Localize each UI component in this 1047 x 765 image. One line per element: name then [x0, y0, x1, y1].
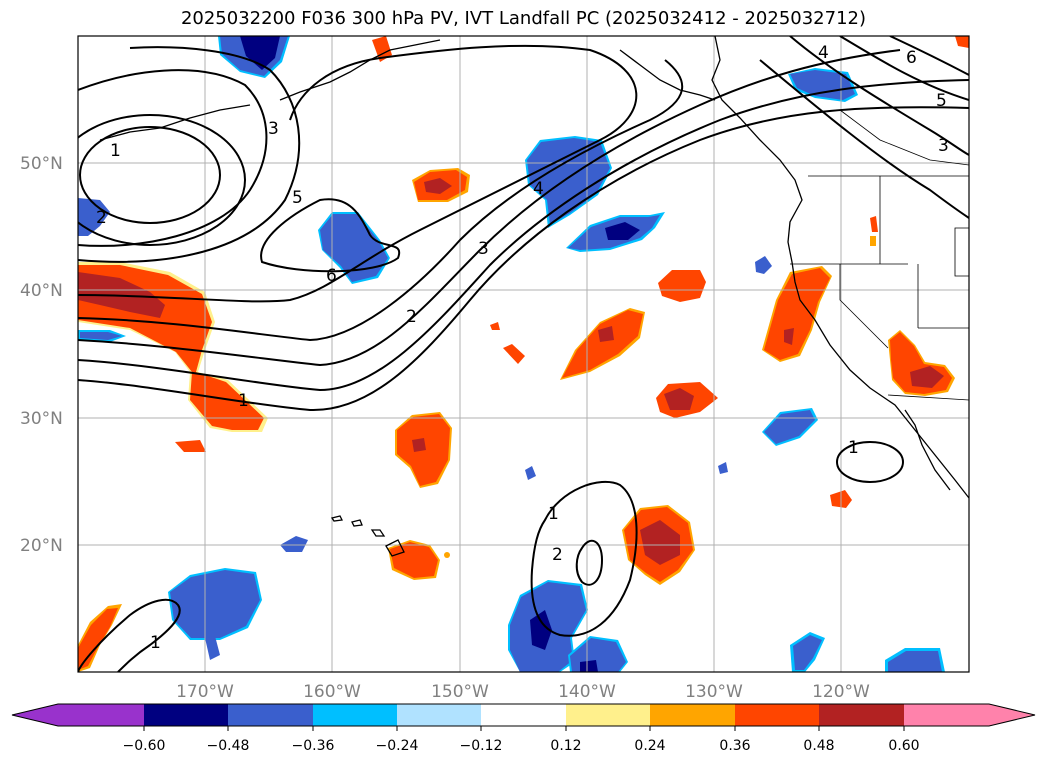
colorbar-segment [904, 704, 989, 726]
contour-label: 2 [552, 545, 563, 565]
colorbar-tick-label: −0.24 [376, 738, 419, 754]
contour-label: 2 [96, 208, 107, 228]
contour-label: 5 [936, 91, 947, 111]
contour-label: 6 [906, 48, 917, 68]
map-frame [77, 35, 970, 673]
contour-label: 1 [238, 391, 249, 411]
colorbar-tick-label: −0.60 [123, 738, 166, 754]
map-gridlines [78, 36, 969, 672]
negative-anomaly-shading [78, 36, 945, 672]
positive-anomaly-shading [78, 36, 969, 672]
contour-lines [78, 36, 969, 672]
contour-label: 5 [292, 188, 303, 208]
lon-label: 130°W [685, 682, 743, 702]
lat-label: 20°N [20, 536, 63, 556]
lon-label: 170°W [176, 682, 234, 702]
colorbar-segment [566, 704, 650, 726]
contour-label: 3 [268, 119, 279, 139]
colorbar-over-extend [989, 704, 1035, 726]
contour-labels: 1 2 3 5 6 4 3 2 1 4 6 5 3 1 2 1 1 [96, 43, 949, 653]
longitude-axis-labels: 170°W 160°W 150°W 140°W 130°W 120°W [176, 682, 870, 702]
contour-label: 1 [548, 504, 559, 524]
colorbar-tick-label: −0.36 [292, 738, 335, 754]
contour-label: 3 [938, 136, 949, 156]
colorbar-under-extend [12, 704, 58, 726]
contour-label: 4 [818, 43, 829, 63]
contour-label: 4 [533, 179, 544, 199]
coastlines [99, 36, 969, 557]
map-title: 2025032200 F036 300 hPa PV, IVT Landfall… [180, 8, 867, 29]
colorbar-segment [481, 704, 566, 726]
colorbar-segment [313, 704, 397, 726]
political-borders [790, 109, 969, 401]
lat-label: 50°N [20, 154, 63, 174]
colorbar-tick-label: 0.12 [550, 738, 581, 754]
lon-label: 150°W [431, 682, 489, 702]
colorbar-tick-label: 0.36 [719, 738, 750, 754]
lon-label: 120°W [812, 682, 870, 702]
colorbar-tick-label: 0.48 [803, 738, 834, 754]
lat-label: 40°N [20, 281, 63, 301]
contour-label: 6 [326, 266, 337, 286]
lon-label: 160°W [303, 682, 361, 702]
lat-label: 30°N [20, 409, 63, 429]
colorbar-segment [397, 704, 481, 726]
contour-label: 1 [150, 633, 161, 653]
colorbar: −0.60 −0.48 −0.36 −0.24 −0.12 0.12 0.24 … [11, 703, 1036, 754]
colorbar-outline [11, 703, 1036, 727]
contour-label: 1 [848, 438, 859, 458]
contour-label: 3 [478, 239, 489, 259]
colorbar-tick-label: −0.48 [207, 738, 250, 754]
contour-label: 1 [110, 141, 121, 161]
colorbar-segment [735, 704, 819, 726]
colorbar-tick-label: −0.12 [460, 738, 503, 754]
colorbar-tick-label: 0.24 [634, 738, 665, 754]
contour-label: 2 [406, 307, 417, 327]
colorbar-segment [58, 704, 144, 726]
colorbar-segment [228, 704, 313, 726]
map-plot-area: 1 2 3 5 6 4 3 2 1 4 6 5 3 1 2 1 1 [78, 36, 969, 672]
latitude-axis-labels: 50°N 40°N 30°N 20°N [20, 154, 63, 556]
colorbar-segment [819, 704, 904, 726]
lon-label: 140°W [558, 682, 616, 702]
colorbar-tick-label: 0.60 [888, 738, 919, 754]
colorbar-segment [144, 704, 228, 726]
colorbar-segment [650, 704, 735, 726]
